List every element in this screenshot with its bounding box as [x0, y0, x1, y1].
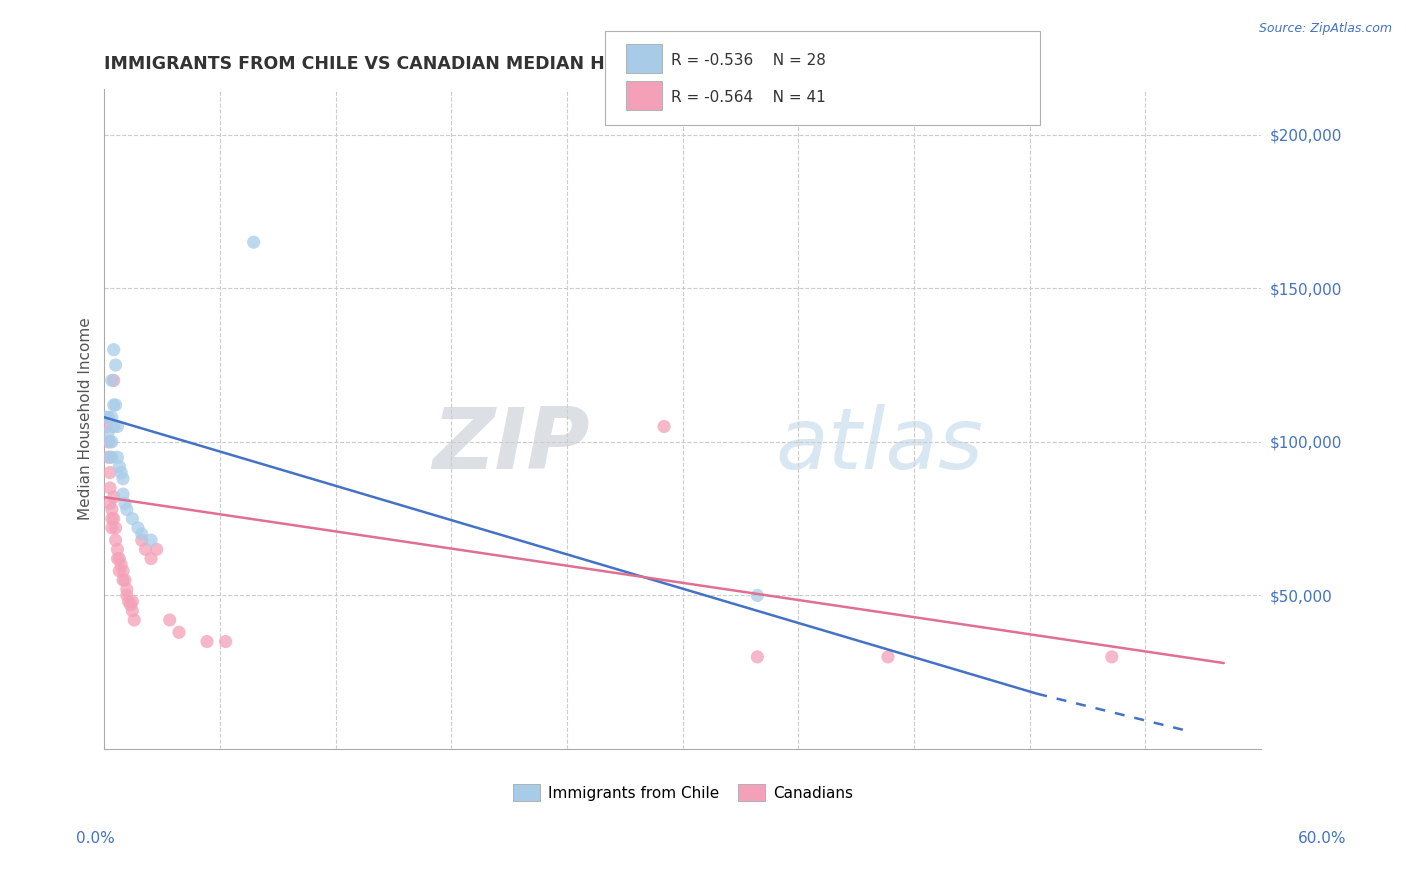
- Point: [117, 594, 139, 608]
- Point: [104, 521, 127, 535]
- Point: [107, 542, 129, 557]
- Point: [121, 594, 143, 608]
- Point: [131, 527, 153, 541]
- Point: [97, 450, 120, 465]
- Point: [103, 490, 125, 504]
- Legend: Immigrants from Chile, Canadians: Immigrants from Chile, Canadians: [506, 778, 859, 807]
- Point: [120, 598, 142, 612]
- Point: [104, 533, 127, 548]
- Point: [103, 419, 125, 434]
- Point: [107, 419, 129, 434]
- Point: [98, 434, 121, 449]
- Text: 60.0%: 60.0%: [1298, 831, 1346, 846]
- Text: Source: ZipAtlas.com: Source: ZipAtlas.com: [1258, 22, 1392, 36]
- Point: [114, 496, 136, 510]
- Point: [115, 582, 138, 597]
- Point: [101, 511, 124, 525]
- Point: [747, 649, 769, 664]
- Text: 0.0%: 0.0%: [76, 831, 115, 846]
- Point: [108, 551, 131, 566]
- Point: [107, 450, 129, 465]
- Point: [652, 419, 675, 434]
- Point: [98, 481, 121, 495]
- Point: [145, 542, 167, 557]
- Point: [103, 398, 125, 412]
- Point: [110, 466, 132, 480]
- Point: [242, 235, 264, 250]
- Point: [96, 410, 118, 425]
- Point: [167, 625, 190, 640]
- Point: [104, 398, 127, 412]
- Point: [97, 410, 120, 425]
- Point: [98, 496, 121, 510]
- Point: [112, 487, 135, 501]
- Point: [103, 511, 125, 525]
- Point: [134, 542, 156, 557]
- Point: [107, 551, 129, 566]
- Point: [108, 459, 131, 474]
- Point: [112, 573, 135, 587]
- Text: ZIP: ZIP: [433, 404, 591, 487]
- Point: [121, 511, 143, 525]
- Point: [101, 434, 124, 449]
- Point: [115, 502, 138, 516]
- Point: [101, 450, 124, 465]
- Point: [115, 589, 138, 603]
- Point: [98, 466, 121, 480]
- Point: [112, 564, 135, 578]
- Point: [747, 589, 769, 603]
- Point: [101, 410, 124, 425]
- Point: [97, 434, 120, 449]
- Point: [139, 551, 162, 566]
- Point: [131, 533, 153, 548]
- Point: [103, 373, 125, 387]
- Point: [103, 343, 125, 357]
- Text: IMMIGRANTS FROM CHILE VS CANADIAN MEDIAN HOUSEHOLD INCOME CORRELATION CHART: IMMIGRANTS FROM CHILE VS CANADIAN MEDIAN…: [104, 55, 1012, 73]
- Point: [104, 358, 127, 372]
- Text: R = -0.564    N = 41: R = -0.564 N = 41: [671, 90, 825, 104]
- Point: [98, 450, 121, 465]
- Point: [214, 634, 236, 648]
- Text: atlas: atlas: [775, 404, 983, 487]
- Point: [108, 564, 131, 578]
- Point: [97, 425, 120, 440]
- Point: [96, 419, 118, 434]
- Point: [195, 634, 218, 648]
- Point: [121, 604, 143, 618]
- Point: [122, 613, 145, 627]
- Point: [114, 573, 136, 587]
- Point: [112, 472, 135, 486]
- Point: [139, 533, 162, 548]
- Point: [1101, 649, 1123, 664]
- Point: [159, 613, 181, 627]
- Y-axis label: Median Household Income: Median Household Income: [79, 318, 93, 520]
- Point: [101, 521, 124, 535]
- Point: [101, 502, 124, 516]
- Point: [101, 373, 124, 387]
- Point: [127, 521, 149, 535]
- Point: [110, 558, 132, 572]
- Point: [877, 649, 900, 664]
- Text: R = -0.536    N = 28: R = -0.536 N = 28: [671, 54, 825, 68]
